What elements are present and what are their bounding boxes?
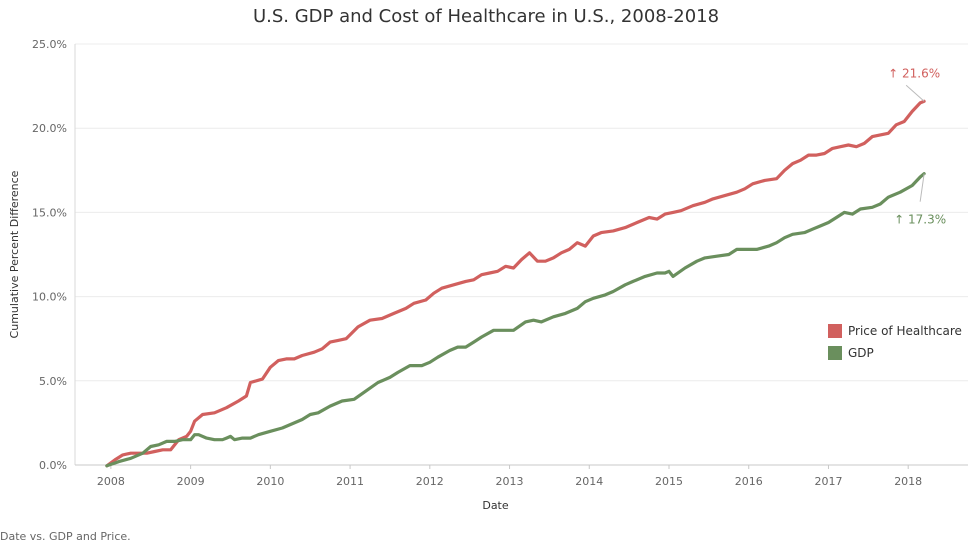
x-tick-label: 2009 bbox=[177, 475, 205, 488]
x-tick-label: 2008 bbox=[97, 475, 125, 488]
x-tick-label: 2012 bbox=[416, 475, 444, 488]
gdp-leader-line bbox=[919, 173, 925, 202]
chart-caption: Date vs. GDP and Price. bbox=[0, 530, 131, 543]
x-tick-label: 2018 bbox=[894, 475, 922, 488]
y-tick-label: 20.0% bbox=[32, 122, 67, 135]
axes: 0.0% 5.0% 10.0% 15.0% 20.0% 25.0% 2008 2009 2010… bbox=[8, 38, 968, 512]
x-tick-label: 2014 bbox=[575, 475, 603, 488]
healthcare-leader-line bbox=[905, 84, 925, 102]
legend-swatch-healthcare bbox=[828, 324, 842, 338]
x-tick-label: 2011 bbox=[336, 475, 364, 488]
y-tick-label: 25.0% bbox=[32, 38, 67, 51]
legend-item-healthcare[interactable]: Price of Healthcare bbox=[828, 320, 962, 342]
x-axis-title: Date bbox=[482, 499, 509, 512]
x-tick-label: 2015 bbox=[655, 475, 683, 488]
grid bbox=[75, 43, 968, 466]
gdp-end-label: ↑ 17.3% bbox=[894, 213, 946, 227]
y-tick-label: 10.0% bbox=[32, 291, 67, 304]
legend: Price of Healthcare GDP bbox=[828, 320, 962, 364]
y-axis-title: Cumulative Percent Difference bbox=[8, 170, 21, 338]
end-labels: ↑ 21.6% ↑ 17.3% bbox=[888, 66, 946, 226]
y-tick-label: 15.0% bbox=[32, 206, 67, 219]
y-tick-label: 0.0% bbox=[39, 459, 67, 472]
legend-label-gdp: GDP bbox=[848, 346, 874, 360]
legend-label-healthcare: Price of Healthcare bbox=[848, 324, 962, 338]
x-tick-label: 2016 bbox=[735, 475, 763, 488]
gdp-line bbox=[105, 172, 926, 468]
legend-item-gdp[interactable]: GDP bbox=[828, 342, 962, 364]
x-tick-label: 2010 bbox=[256, 475, 284, 488]
x-tick-label: 2017 bbox=[814, 475, 842, 488]
healthcare-line bbox=[105, 99, 926, 468]
x-tick-label: 2013 bbox=[496, 475, 524, 488]
legend-swatch-gdp bbox=[828, 346, 842, 360]
y-tick-label: 5.0% bbox=[39, 375, 67, 388]
series-lines bbox=[105, 99, 926, 468]
healthcare-end-label: ↑ 21.6% bbox=[888, 66, 940, 80]
chart-title: U.S. GDP and Cost of Healthcare in U.S.,… bbox=[252, 6, 720, 27]
